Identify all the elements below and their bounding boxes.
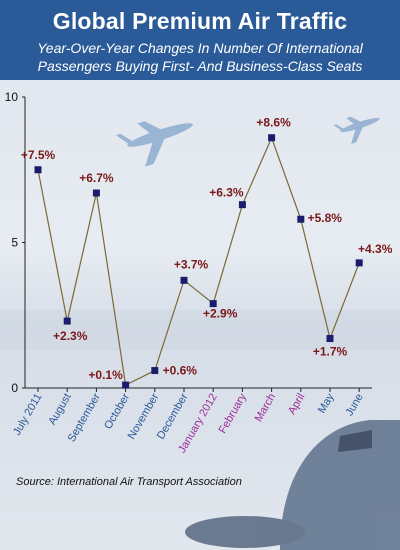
data-point	[180, 276, 188, 284]
x-tick-label: February	[217, 391, 250, 436]
line-chart: 0 5 10 +7.5% +2.3% +6.7% +0.1% +0.6% +3.7% +2.9% +…	[0, 90, 400, 550]
data-point	[63, 317, 71, 325]
data-point	[34, 166, 42, 174]
data-point	[151, 367, 159, 375]
data-label: +6.7%	[79, 171, 114, 185]
chart-title: Global Premium Air Traffic	[52, 8, 348, 34]
x-tick-label: August	[46, 392, 74, 428]
x-tick-label: May	[316, 391, 337, 415]
data-point	[238, 201, 246, 209]
subtitle-line-2: Passengers Buying First- And Business-Cl…	[37, 58, 363, 74]
data-label: +6.3%	[209, 186, 244, 200]
x-tick-label: March	[253, 392, 279, 424]
data-point	[92, 189, 100, 197]
data-point	[122, 381, 130, 389]
data-label: +8.6%	[256, 116, 291, 130]
y-tick-label: 5	[11, 236, 18, 250]
data-point	[355, 259, 363, 267]
data-point	[268, 134, 276, 142]
data-label: +1.7%	[313, 345, 348, 359]
data-point	[209, 300, 217, 308]
y-tick-label: 10	[5, 90, 19, 104]
data-point	[326, 335, 334, 343]
data-label: +3.7%	[174, 257, 209, 271]
header-banner: Global Premium Air Traffic Year-Over-Yea…	[0, 0, 400, 80]
data-label: +4.3%	[358, 242, 393, 256]
airplane-icon	[115, 121, 193, 167]
series-line	[37, 136, 360, 386]
x-tick-label: April	[286, 392, 307, 417]
source-note: Source: International Air Transport Asso…	[16, 476, 242, 488]
data-label: +5.8%	[308, 211, 343, 225]
data-label: +7.5%	[21, 148, 56, 162]
data-label: +0.1%	[88, 368, 123, 382]
subtitle-line-1: Year-Over-Year Changes In Number Of Inte…	[37, 40, 363, 56]
airplane-nose-icon	[185, 420, 400, 550]
x-tick-label: July 2011	[11, 392, 45, 438]
x-tick-label: June	[343, 392, 365, 419]
data-label: +0.6%	[163, 364, 198, 378]
y-tick-label: 0	[11, 381, 18, 395]
chart-subtitle: Year-Over-Year Changes In Number Of Inte…	[0, 39, 400, 75]
x-tick-label: October	[102, 391, 132, 431]
airplane-icon	[333, 116, 380, 145]
data-label: +2.3%	[53, 329, 88, 343]
data-point	[297, 215, 305, 223]
data-label: +2.9%	[203, 307, 238, 321]
